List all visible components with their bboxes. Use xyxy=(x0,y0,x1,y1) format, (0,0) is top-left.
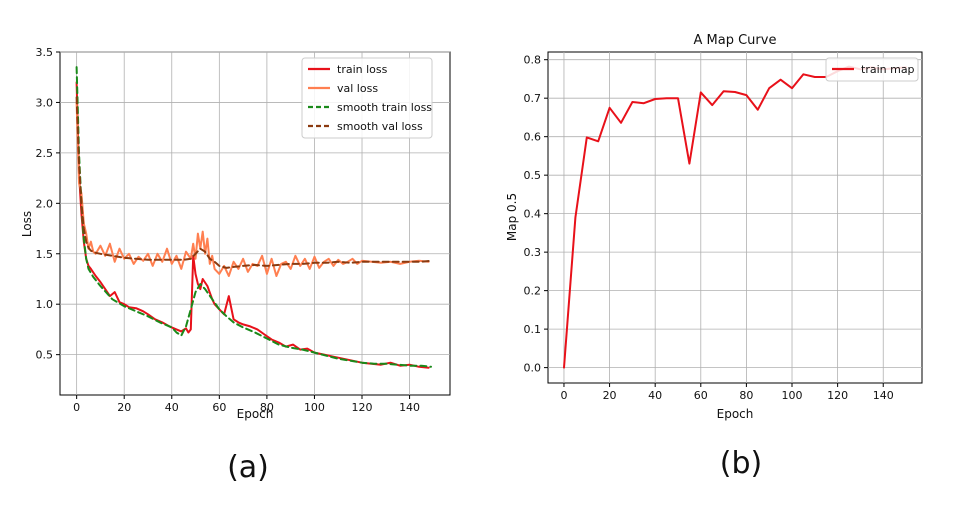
x-tick-label: 0 xyxy=(560,389,567,402)
series-line-val-loss xyxy=(75,101,430,277)
ylabel-b: Map 0.5 xyxy=(505,193,519,241)
y-tick-label: 0.5 xyxy=(524,169,542,182)
plot-area-b xyxy=(547,51,923,384)
y-tick-label: 1.5 xyxy=(36,248,54,261)
panel-label-b: (b) xyxy=(720,446,762,481)
y-tick-label: 0.8 xyxy=(524,54,542,67)
legend-a: train loss val loss smooth train loss sm… xyxy=(301,57,433,139)
legend-box-a xyxy=(301,57,433,139)
y-tick-label: 3.5 xyxy=(36,46,54,59)
xlabel-b: Epoch xyxy=(717,407,754,421)
x-tick-label: 80 xyxy=(739,389,753,402)
y-tick-label: 2.0 xyxy=(36,197,54,210)
legend-label-val-loss: val loss xyxy=(337,82,378,95)
y-tick-label: 3.0 xyxy=(36,96,54,109)
y-tick-label: 0.1 xyxy=(524,323,542,336)
xlabel-a: Epoch xyxy=(237,407,274,421)
x-tick-label: 40 xyxy=(648,389,662,402)
legend-b: train map xyxy=(825,57,919,82)
legend-label-train-loss: train loss xyxy=(337,63,388,76)
y-tick-label: 0.7 xyxy=(524,92,542,105)
x-tick-label: 0 xyxy=(73,401,80,414)
y-tick-label: 0.3 xyxy=(524,246,542,259)
y-tick-label: 1.0 xyxy=(36,298,54,311)
series-line-smooth-train-loss xyxy=(75,66,432,368)
x-tick-label: 100 xyxy=(782,389,803,402)
x-tick-label: 60 xyxy=(694,389,708,402)
y-tick-label: 2.5 xyxy=(36,147,54,160)
legend-label-train-map: train map xyxy=(861,63,915,76)
x-tick-label: 100 xyxy=(304,401,325,414)
map-chart: A Map Curve 0 20 40 60 80 100 120 1400.00.10.20… xyxy=(505,33,923,481)
grid-b xyxy=(548,52,922,383)
ticks-b: 0 20 40 60 80 100 120 140 0.0 0.1 0.2 0.3 0.4 0.5 0.6 0… xyxy=(524,54,894,402)
panel-label-a: (a) xyxy=(227,450,269,485)
ylabel-a: Loss xyxy=(20,211,34,237)
y-tick-label: 0.0 xyxy=(524,362,542,375)
series-line-smooth-val-loss xyxy=(75,96,432,269)
x-tick-label: 120 xyxy=(827,389,848,402)
y-tick-label: 0.2 xyxy=(524,285,542,298)
legend-label-smooth-train-loss: smooth train loss xyxy=(337,101,432,114)
legend-box-b xyxy=(825,57,919,82)
x-tick-label: 20 xyxy=(117,401,131,414)
x-tick-label: 40 xyxy=(165,401,179,414)
ticks-a: 0 20 40 60 80 100 120 140 0.5 1.0 1.5 2.0 2.5 3.0 3.5 xyxy=(36,46,421,414)
loss-chart: 0 20 40 60 80 100 120 1400.51.01.52.02.53.03.5 … xyxy=(20,46,451,485)
chart-title-b: A Map Curve xyxy=(694,33,777,48)
y-tick-label: 0.5 xyxy=(36,349,54,362)
x-tick-label: 140 xyxy=(873,389,894,402)
y-tick-label: 0.4 xyxy=(524,208,542,221)
legend-label-smooth-val-loss: smooth val loss xyxy=(337,120,423,133)
x-tick-label: 140 xyxy=(399,401,420,414)
x-tick-label: 60 xyxy=(212,401,226,414)
x-tick-label: 80 xyxy=(260,401,274,414)
series-lines-a xyxy=(75,66,432,369)
x-tick-label: 20 xyxy=(603,389,617,402)
y-tick-label: 0.6 xyxy=(524,131,542,144)
x-tick-label: 120 xyxy=(352,401,373,414)
